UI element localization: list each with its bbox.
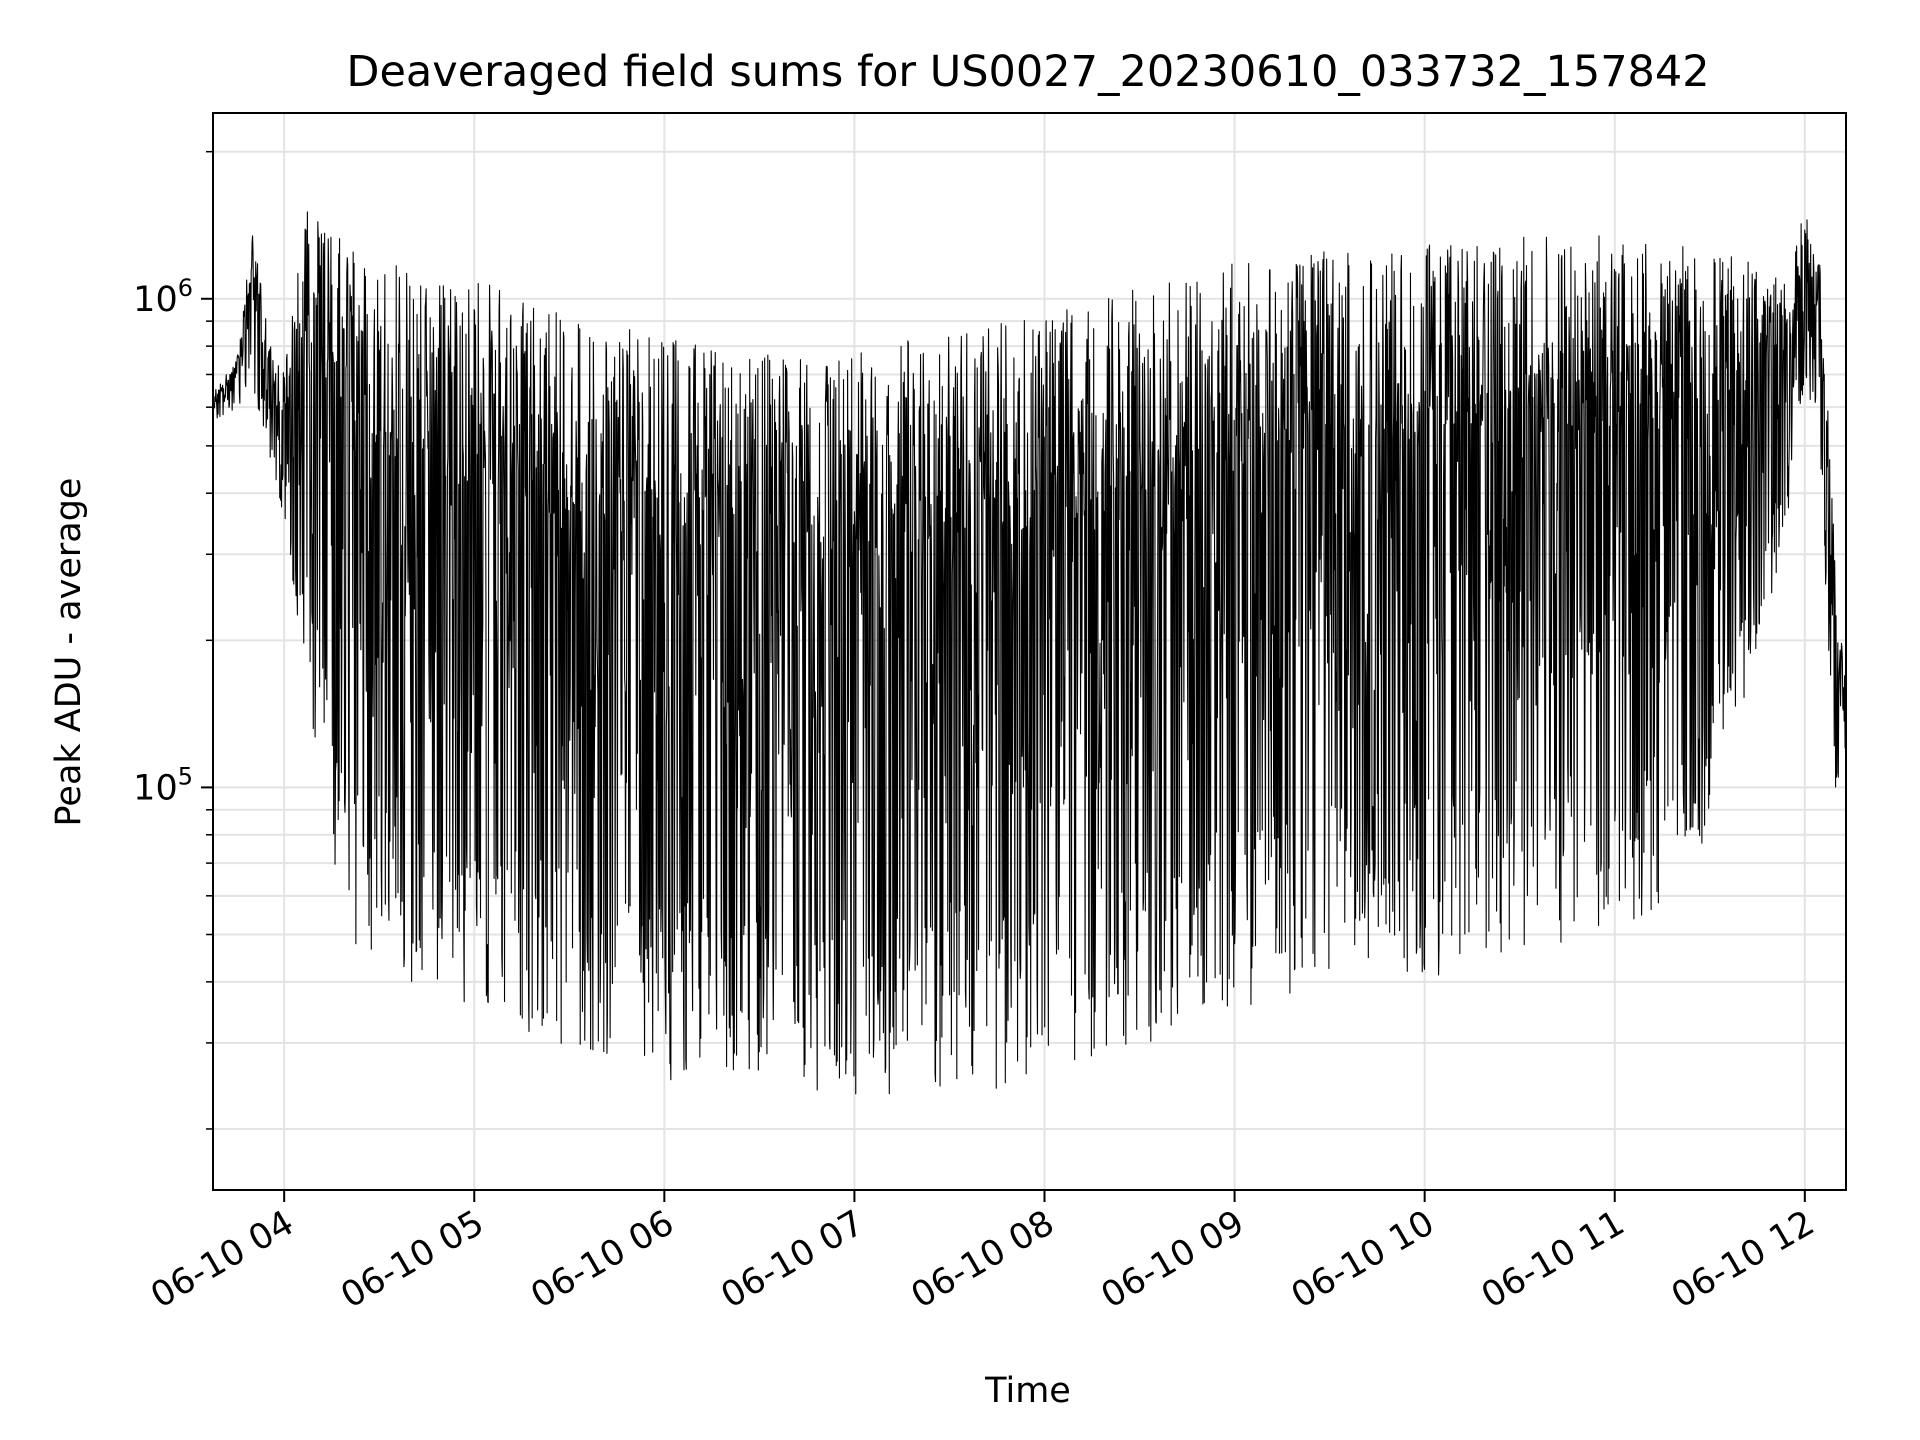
x-tick-label: 06-10 10	[1285, 1203, 1441, 1316]
x-axis-label: Time	[984, 1371, 1071, 1411]
x-tick-label: 06-10 04	[144, 1203, 300, 1316]
x-tick-label: 06-10 06	[525, 1203, 681, 1316]
series-line	[213, 211, 1847, 1095]
x-tick-label: 06-10 12	[1665, 1203, 1821, 1316]
data-series	[213, 211, 1847, 1095]
y-tick-label: 106	[133, 274, 193, 320]
x-tick-label: 06-10 08	[905, 1203, 1061, 1316]
x-tick-label: 06-10 11	[1475, 1203, 1631, 1316]
plot-frame	[212, 112, 1847, 1191]
x-tick-label: 06-10 05	[334, 1203, 490, 1316]
x-axis: 06-10 04 06-10 05 06-10 06 06-10 07 06-10 08…	[144, 1190, 1821, 1316]
x-tick-label: 06-10 09	[1095, 1203, 1251, 1316]
x-tick-label: 06-10 07	[715, 1203, 871, 1316]
y-tick-label: 105	[133, 762, 193, 808]
y-axis: 105 106	[133, 150, 213, 1130]
chart-title: Deaveraged field sums for US0027_2023061…	[346, 47, 1709, 97]
y-axis-label: Peak ADU - average	[49, 478, 89, 827]
